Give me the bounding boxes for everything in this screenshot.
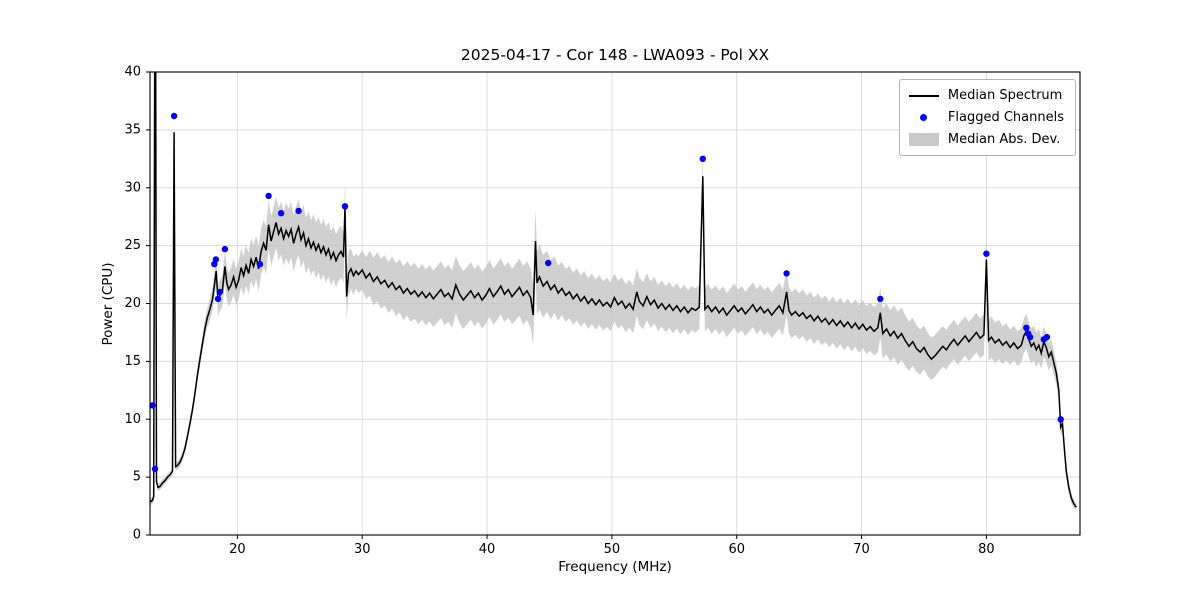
flagged-channel-dot — [265, 192, 272, 200]
flagged-channels — [150, 112, 1064, 473]
flagged-channel-dot — [545, 259, 552, 267]
flagged-channel-dot — [1023, 324, 1030, 331]
flagged-channel-dot — [221, 245, 229, 253]
y-tick-label: 0 — [133, 528, 141, 543]
legend-item-flagged-channels: Flagged Channels — [909, 110, 1064, 125]
flagged-channel-dot — [1043, 333, 1051, 341]
x-tick-label: 60 — [728, 542, 745, 557]
flagged-channel-dot — [216, 288, 224, 296]
flagged-channel-dot — [877, 295, 884, 303]
x-tick-label: 50 — [604, 542, 621, 557]
legend: Median Spectrum Flagged Channels Median … — [898, 79, 1076, 156]
flagged-channel-dot — [1057, 416, 1064, 423]
x-tick-label: 40 — [479, 542, 496, 557]
y-tick-label: 40 — [124, 65, 141, 80]
y-tick-label: 20 — [124, 296, 141, 311]
x-tick-label: 30 — [354, 542, 371, 557]
y-tick-label: 25 — [124, 238, 141, 253]
legend-label: Median Spectrum — [947, 88, 1063, 103]
flagged-channel-dot — [151, 465, 159, 473]
y-tick-label: 35 — [124, 122, 141, 137]
legend-label: Flagged Channels — [947, 110, 1064, 125]
legend-label: Median Abs. Dev. — [947, 132, 1061, 147]
y-tick-label: 30 — [124, 180, 141, 195]
flagged-channel-dot — [212, 256, 220, 263]
mad-band — [150, 72, 1077, 511]
flagged-channel-dot — [150, 402, 156, 409]
median-spectrum-line — [150, 72, 1077, 508]
flagged-channel-dot — [983, 250, 990, 257]
flagged-dot-sample-icon — [909, 114, 939, 121]
median-line-sample-icon — [908, 94, 939, 97]
flagged-channel-dot — [699, 155, 706, 162]
y-tick-label: 10 — [124, 412, 141, 427]
axis-ticks: 20 30 40 50 60 70 80 0 5 10 15 20 25 30 35 40 — [124, 65, 994, 557]
flagged-channel-dot — [214, 295, 222, 303]
y-tick-label: 5 — [133, 470, 141, 485]
y-axis-label: Power (CPU) — [100, 262, 116, 346]
x-tick-label: 70 — [853, 542, 870, 557]
mad-band-sample-icon — [908, 133, 939, 146]
flagged-channel-dot — [256, 260, 264, 268]
chart-title: 2025-04-17 - Cor 148 - LWA093 - Pol XX — [460, 46, 770, 64]
flagged-channel-dot — [170, 112, 178, 120]
flagged-channel-dot — [295, 207, 302, 215]
flagged-channel-dot — [341, 203, 349, 210]
x-tick-label: 80 — [978, 542, 995, 557]
flagged-channel-dot — [783, 270, 790, 277]
flagged-channel-dot — [1026, 333, 1034, 341]
x-tick-label: 20 — [229, 542, 246, 557]
legend-item-median-spectrum: Median Spectrum — [908, 88, 1064, 103]
x-axis-label: Frequency (MHz) — [558, 559, 672, 575]
y-tick-label: 15 — [124, 354, 141, 369]
flagged-channel-dot — [277, 210, 285, 217]
legend-item-mad-band: Median Abs. Dev. — [908, 132, 1064, 147]
